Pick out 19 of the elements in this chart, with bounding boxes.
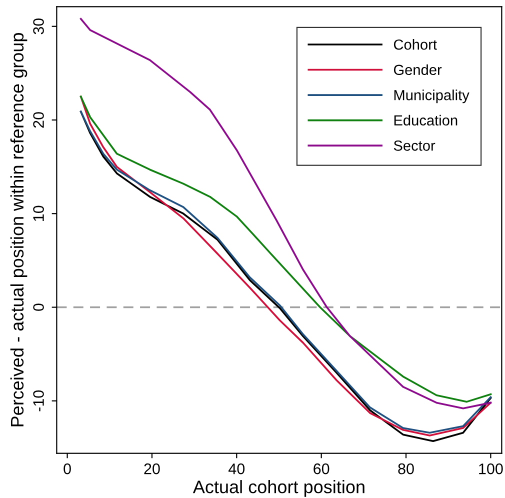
- legend-label: Gender: [394, 64, 442, 76]
- legend-label: Education: [394, 114, 458, 126]
- legend-label: Municipality: [394, 90, 470, 104]
- y-tick-label: 30: [33, 18, 44, 34]
- legend-label: Cohort: [394, 39, 437, 50]
- y-tick-label: 0: [33, 304, 44, 311]
- x-tick-label: 60: [314, 463, 330, 474]
- y-tick-label: 20: [33, 112, 44, 128]
- x-tick-label: 100: [479, 463, 503, 474]
- x-tick-label: 40: [228, 463, 245, 474]
- y-tick-label: 10: [33, 206, 44, 221]
- x-axis-title: Actual cohort position: [192, 480, 364, 497]
- y-tick-label: -10: [33, 390, 44, 412]
- x-tick-label: 20: [144, 463, 160, 474]
- x-tick-label: 0: [64, 463, 71, 474]
- x-tick-label: 80: [398, 463, 414, 474]
- y-axis-title: Perceived - actual position within reference group: [10, 33, 28, 426]
- legend-label: Sector: [394, 140, 436, 151]
- line-series: [80, 18, 492, 410]
